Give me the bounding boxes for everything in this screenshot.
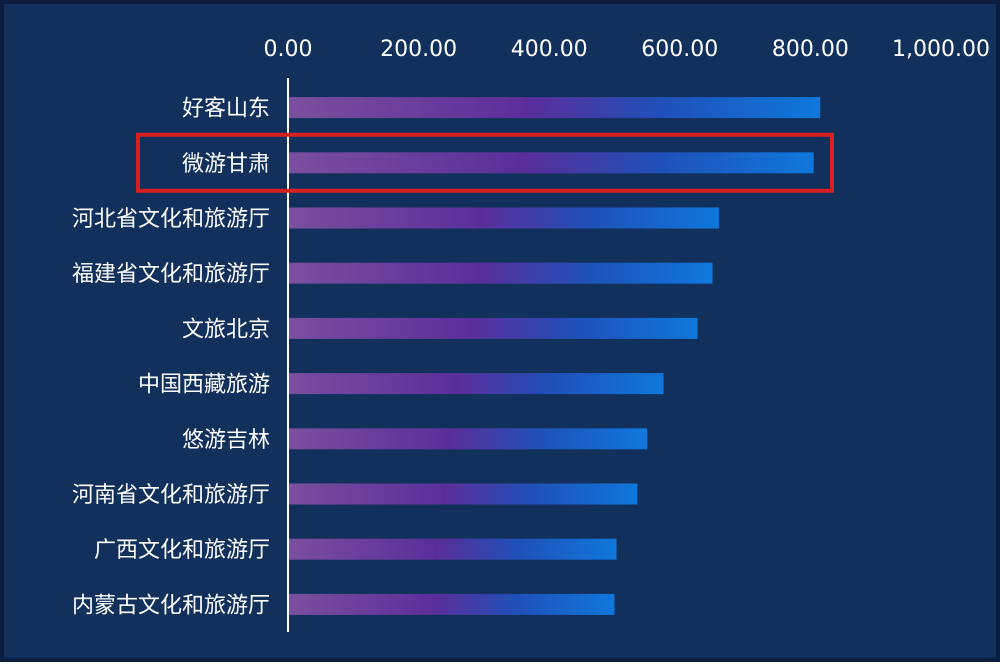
category-label: 文旅北京 (182, 317, 270, 342)
bar (289, 538, 617, 560)
bar-chart: 0.00 200.00 400.00 600.00 800.00 1,000.00 好客山… (72, 37, 990, 632)
category-label: 中国西藏旅游 (138, 373, 270, 398)
x-tick-label: 600.00 (641, 37, 718, 62)
x-tick-label: 0.00 (264, 37, 313, 62)
x-tick-label: 1,000.00 (892, 37, 990, 62)
bars (289, 97, 821, 615)
bar (289, 483, 638, 505)
bar (289, 262, 713, 284)
category-label: 内蒙古文化和旅游厅 (72, 593, 270, 618)
bar (289, 152, 814, 174)
bar (289, 97, 821, 119)
category-label: 悠游吉林 (182, 428, 270, 453)
bar (289, 207, 719, 229)
category-label: 好客山东 (182, 97, 270, 122)
category-label: 河南省文化和旅游厅 (72, 483, 270, 508)
category-label: 广西文化和旅游厅 (94, 538, 270, 563)
bar (289, 317, 698, 339)
bar (289, 373, 664, 395)
category-label: 微游甘肃 (182, 152, 270, 177)
bar (289, 593, 615, 615)
x-tick-label: 800.00 (772, 37, 849, 62)
bar (289, 428, 648, 450)
highlight-box (136, 132, 834, 193)
x-tick-label: 200.00 (380, 37, 457, 62)
x-tick-label: 400.00 (511, 37, 588, 62)
category-label: 福建省文化和旅游厅 (72, 262, 270, 287)
category-labels: 好客山东微游甘肃河北省文化和旅游厅福建省文化和旅游厅文旅北京中国西藏旅游悠游吉林… (72, 97, 270, 619)
x-axis-ticks: 0.00 200.00 400.00 600.00 800.00 1,000.00 (264, 37, 990, 62)
category-label: 河北省文化和旅游厅 (72, 207, 270, 232)
